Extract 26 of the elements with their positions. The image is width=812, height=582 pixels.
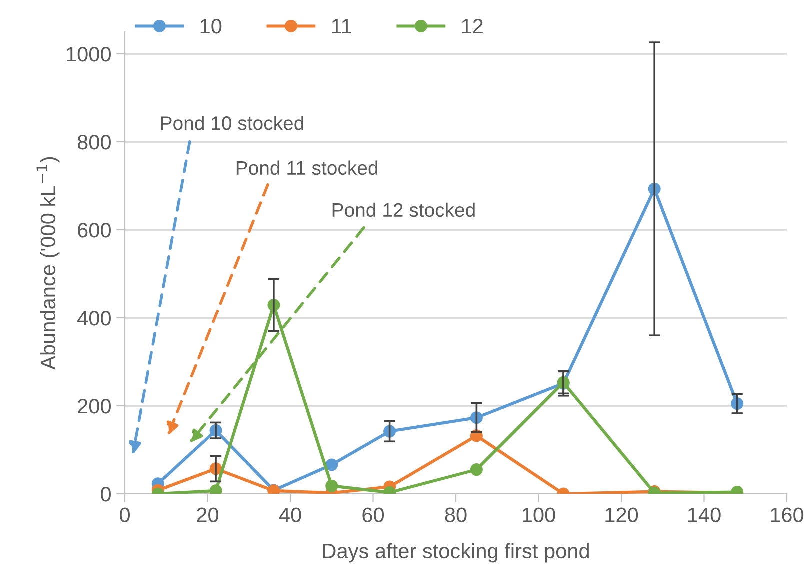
x-tick-label: 140 [688, 508, 721, 522]
x-tick-label: 120 [606, 508, 638, 522]
x-tick-label: 20 [197, 508, 219, 522]
x-tick-label: 80 [445, 508, 467, 522]
y-axis-title: Abundance ('000 kL$^{−1}$) [36, 157, 60, 370]
x-tick-label: 100 [522, 508, 556, 522]
x-tick-label: 60 [362, 508, 384, 522]
point [326, 458, 338, 472]
legend-label: 12 [462, 18, 483, 34]
y-tick-label: 600 [78, 223, 111, 238]
x-tick-label: 40 [279, 508, 302, 522]
annotation: Pond 11 stocked [236, 160, 378, 176]
annotation: Pond 12 stocked [332, 202, 475, 218]
y-tick-label: 200 [78, 399, 111, 414]
annotation: Pond 10 stocked [161, 116, 304, 130]
y-tick-label: 400 [78, 311, 111, 326]
point [470, 464, 483, 476]
x-tick-label: 160 [771, 508, 804, 522]
legend-label: 10 [200, 18, 222, 34]
point [326, 480, 338, 492]
y-tick-label: 800 [78, 135, 111, 150]
y-tick-label: 1000 [67, 47, 111, 62]
x-axis-title: Days after stocking first pond [323, 543, 589, 563]
y-tick-label: 0 [101, 487, 111, 502]
legend-label: 11 [332, 19, 352, 34]
x-tick-label: 0 [120, 508, 130, 522]
